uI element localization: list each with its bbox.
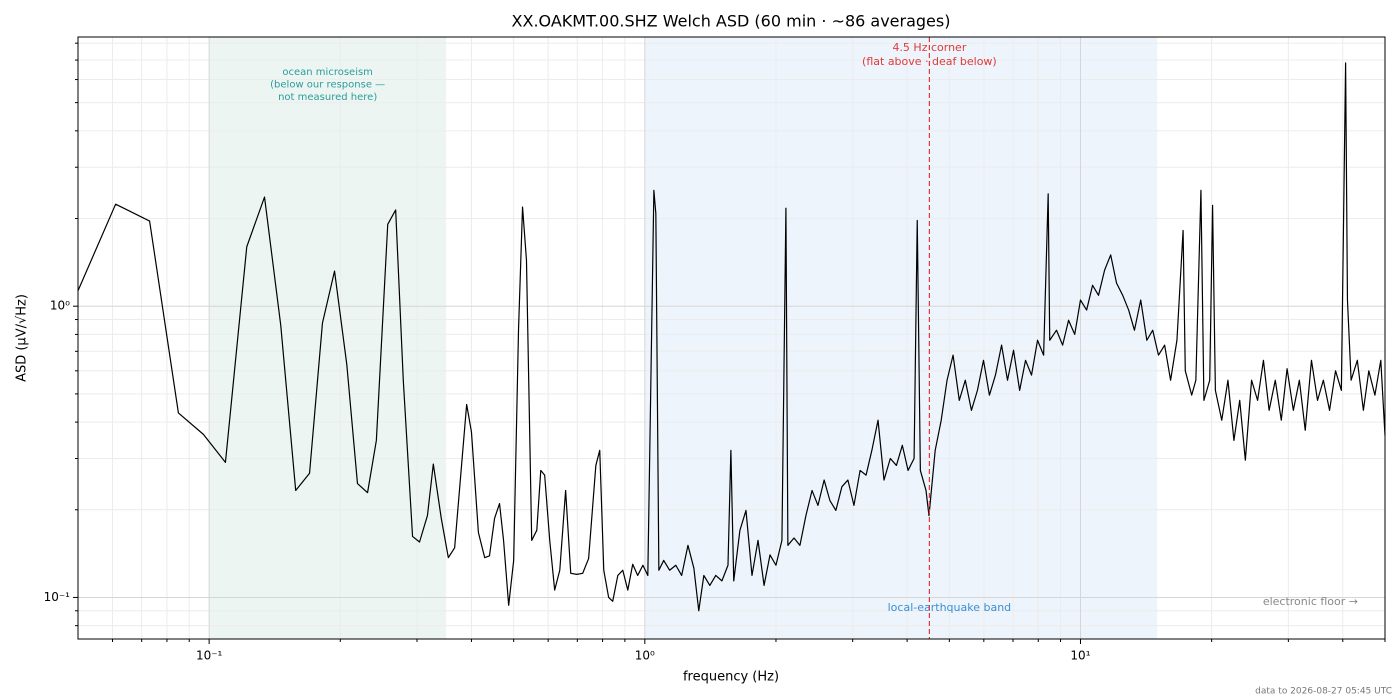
footer: data to 2026-08-27 05:45 UTC bbox=[1255, 687, 1392, 697]
y-axis-label: ASD (µV/√Hz) bbox=[15, 294, 30, 382]
band-label: ocean microseism bbox=[282, 67, 373, 78]
x-tick-label: 10¹ bbox=[1070, 649, 1090, 663]
band-label: (below our response — bbox=[270, 80, 385, 91]
band-label: local-earthquake band bbox=[888, 601, 1012, 614]
x-tick-label: 10⁻¹ bbox=[196, 649, 223, 663]
plot-background bbox=[78, 37, 1386, 639]
band bbox=[209, 37, 447, 639]
corner-label: (flat above · deaf below) bbox=[862, 55, 997, 68]
spectrum-line bbox=[77, 62, 1386, 612]
x-tick-label: 10⁰ bbox=[635, 649, 655, 663]
plot-frame bbox=[77, 36, 1386, 640]
band bbox=[644, 37, 1158, 639]
floor-note: electronic floor → bbox=[1263, 595, 1358, 608]
y-tick-label: 10⁰ bbox=[50, 299, 70, 313]
chart-title: XX.OAKMT.00.SHZ Welch ASD (60 min · ~86 … bbox=[512, 12, 951, 31]
corner-label: 4.5 Hz corner bbox=[892, 41, 966, 54]
band-label: not measured here) bbox=[278, 92, 377, 103]
x-axis-label: frequency (Hz) bbox=[683, 670, 779, 685]
y-tick-label: 10⁻¹ bbox=[44, 590, 71, 604]
